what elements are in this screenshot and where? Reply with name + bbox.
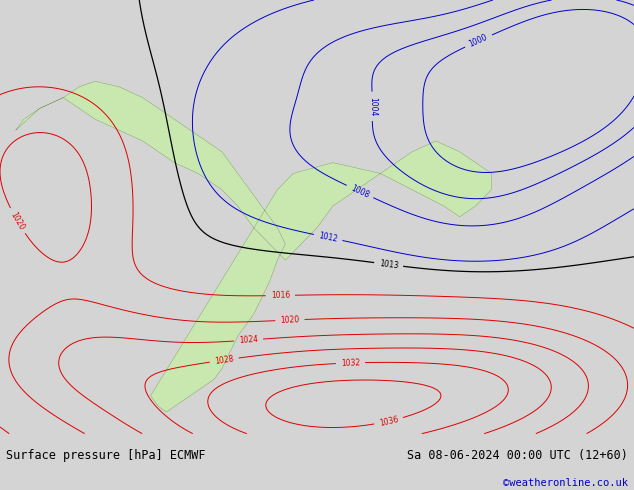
Text: 1020: 1020 xyxy=(9,210,26,231)
Polygon shape xyxy=(16,81,491,412)
Text: 1000: 1000 xyxy=(468,33,489,49)
Text: 1013: 1013 xyxy=(378,259,399,270)
Text: Surface pressure [hPa] ECMWF: Surface pressure [hPa] ECMWF xyxy=(6,448,206,462)
Text: 1028: 1028 xyxy=(214,354,235,366)
Text: 1004: 1004 xyxy=(368,97,377,116)
Text: 1024: 1024 xyxy=(238,335,259,345)
Text: 1016: 1016 xyxy=(271,291,290,300)
Text: Sa 08-06-2024 00:00 UTC (12+60): Sa 08-06-2024 00:00 UTC (12+60) xyxy=(407,448,628,462)
Text: 1036: 1036 xyxy=(378,415,399,428)
Text: ©weatheronline.co.uk: ©weatheronline.co.uk xyxy=(503,478,628,488)
Text: 1020: 1020 xyxy=(280,315,300,325)
Text: 1008: 1008 xyxy=(349,183,371,200)
Text: 1032: 1032 xyxy=(340,358,360,368)
Text: 1012: 1012 xyxy=(318,231,339,244)
